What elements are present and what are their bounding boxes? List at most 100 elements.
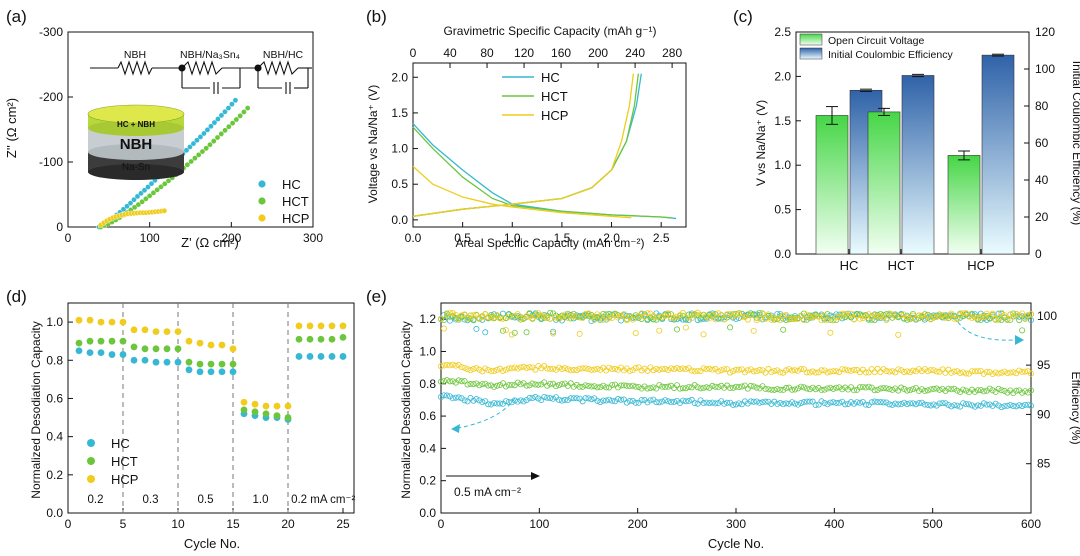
data-point-hct-efficiency bbox=[818, 312, 825, 319]
data-point-hcp-efficiency bbox=[691, 310, 698, 317]
data-point-hc-capacity bbox=[564, 397, 571, 404]
data-point-hcp-efficiency bbox=[874, 313, 881, 320]
data-point-hct-capacity bbox=[921, 387, 928, 394]
data-point-hc-efficiency bbox=[482, 329, 489, 336]
data-point-hcp-capacity bbox=[768, 369, 775, 376]
data-point-hcp-capacity bbox=[612, 365, 619, 372]
panel-a-marks bbox=[96, 97, 251, 230]
data-point-hcp-efficiency bbox=[579, 314, 586, 321]
data-point-hct-efficiency bbox=[609, 311, 616, 318]
data-point-hc-capacity bbox=[803, 398, 810, 405]
data-point-hcp-efficiency bbox=[977, 313, 984, 320]
data-point-hct-capacity bbox=[715, 384, 722, 391]
data-point-hcp-capacity bbox=[789, 367, 796, 374]
data-point-hc-capacity bbox=[561, 396, 568, 403]
data-point-hcp-capacity bbox=[558, 366, 565, 373]
data-point-hcp-capacity bbox=[995, 370, 1002, 377]
data-point-hct-capacity bbox=[479, 381, 486, 388]
data-point-hct-capacity bbox=[467, 381, 474, 388]
data-point-hc-capacity bbox=[730, 401, 737, 408]
data-point-hct-capacity bbox=[865, 383, 872, 390]
data-point-hcp-capacity bbox=[765, 365, 772, 372]
data-point-hc-capacity bbox=[815, 401, 822, 408]
data-point-hct bbox=[161, 180, 168, 187]
data-point-hcp-efficiency bbox=[632, 330, 639, 337]
data-point-hcp-capacity bbox=[839, 366, 846, 373]
data-point-hct-capacity bbox=[597, 384, 604, 391]
data-point-hc-capacity bbox=[544, 394, 551, 401]
data-point-hcp-capacity bbox=[948, 369, 955, 376]
data-point-hct-efficiency bbox=[597, 317, 604, 324]
data-point-hct-capacity bbox=[915, 387, 922, 394]
data-point-hcp-efficiency bbox=[659, 313, 666, 320]
data-point-hcp-efficiency bbox=[567, 312, 574, 319]
data-point-hc-capacity bbox=[821, 400, 828, 407]
data-point-hc bbox=[86, 349, 94, 357]
data-point-hc-capacity bbox=[1001, 403, 1008, 410]
data-point-hct-capacity bbox=[576, 383, 583, 390]
data-point-hc-capacity bbox=[851, 400, 858, 407]
data-point-hcp-capacity bbox=[570, 367, 577, 374]
rate-label: 0.5 bbox=[198, 494, 214, 506]
panel-d-legend: HC HCT HCP bbox=[87, 436, 138, 487]
panel-a: (a) 0 100 200 300 0 -100 -200 -300 Z' (Ω cm²) Z… bbox=[4, 7, 323, 250]
panel-b-x-tick-label: 0.0 bbox=[405, 231, 422, 245]
data-point-hcp-capacity bbox=[777, 369, 784, 376]
data-point-hcp-capacity bbox=[464, 366, 471, 373]
data-point-hct-efficiency bbox=[706, 311, 713, 318]
data-point-hct-capacity bbox=[815, 385, 822, 392]
data-point-hc-capacity bbox=[856, 399, 863, 406]
data-point-hcp bbox=[97, 318, 105, 326]
data-point-hcp-efficiency bbox=[1016, 312, 1023, 319]
data-point-hc-capacity bbox=[753, 398, 760, 405]
data-point-hcp-capacity bbox=[564, 366, 571, 373]
data-point-hc-capacity bbox=[904, 401, 911, 408]
data-point-hct-capacity bbox=[653, 385, 660, 392]
data-point-hct-efficiency bbox=[901, 315, 908, 322]
data-point-hc-efficiency bbox=[464, 317, 471, 324]
panel-b-legend: HC HCT HCP bbox=[502, 70, 568, 123]
data-point-hct-capacity bbox=[591, 383, 598, 390]
data-point-hcp-efficiency bbox=[974, 315, 981, 322]
data-point-hcp-efficiency bbox=[856, 315, 863, 322]
data-point-hcp-capacity bbox=[632, 365, 639, 372]
data-point-hcp-efficiency bbox=[505, 313, 512, 320]
data-point-hct-capacity bbox=[963, 387, 970, 394]
panel-c-y2-tick-label: 100 bbox=[1035, 62, 1055, 76]
data-point-hct bbox=[251, 408, 259, 416]
panel-a-y-tick-label: -200 bbox=[39, 90, 63, 104]
data-point-hc-capacity bbox=[1010, 403, 1017, 410]
data-point-hc bbox=[225, 105, 232, 111]
panel-d-y-tick-label: 0.6 bbox=[46, 391, 63, 405]
data-point-hc-capacity bbox=[783, 400, 790, 407]
curve-hcp-discharge bbox=[412, 165, 632, 219]
capacity-axis-pointer-head bbox=[451, 424, 460, 433]
data-point-hcp-efficiency bbox=[812, 312, 819, 319]
data-point-hcp-efficiency bbox=[800, 316, 807, 323]
data-point-hcp-efficiency bbox=[969, 315, 976, 322]
data-point-hct-capacity bbox=[806, 386, 813, 393]
data-point-hct bbox=[229, 120, 236, 126]
data-point-hc-capacity bbox=[971, 403, 978, 410]
data-point-hc-capacity bbox=[998, 404, 1005, 411]
data-point-hcp-capacity bbox=[1004, 370, 1011, 377]
panel-d-frame bbox=[67, 302, 355, 514]
data-point-hcp-efficiency bbox=[561, 311, 568, 318]
data-point-hcp-capacity bbox=[544, 365, 551, 372]
data-point-hcp-efficiency bbox=[786, 315, 793, 322]
data-point-hc-efficiency bbox=[839, 315, 846, 322]
data-point-hcp-efficiency bbox=[833, 313, 840, 320]
data-point-hc-capacity bbox=[910, 400, 917, 407]
data-point-hcp-capacity bbox=[901, 368, 908, 375]
data-point-hct-capacity bbox=[948, 386, 955, 393]
data-point-hct-capacity bbox=[1019, 389, 1026, 396]
category-label-hct: HCT bbox=[888, 258, 915, 273]
data-point-hc-capacity bbox=[712, 400, 719, 407]
panel-e-x-tick-label: 400 bbox=[824, 517, 844, 531]
data-point-hct-efficiency bbox=[449, 312, 456, 319]
data-point-hct-capacity bbox=[694, 384, 701, 391]
data-point-hct-capacity bbox=[880, 385, 887, 392]
data-point-hct-capacity bbox=[502, 383, 509, 390]
data-point-hct-efficiency bbox=[753, 314, 760, 321]
panel-d-x-tick-label: 20 bbox=[281, 517, 295, 531]
